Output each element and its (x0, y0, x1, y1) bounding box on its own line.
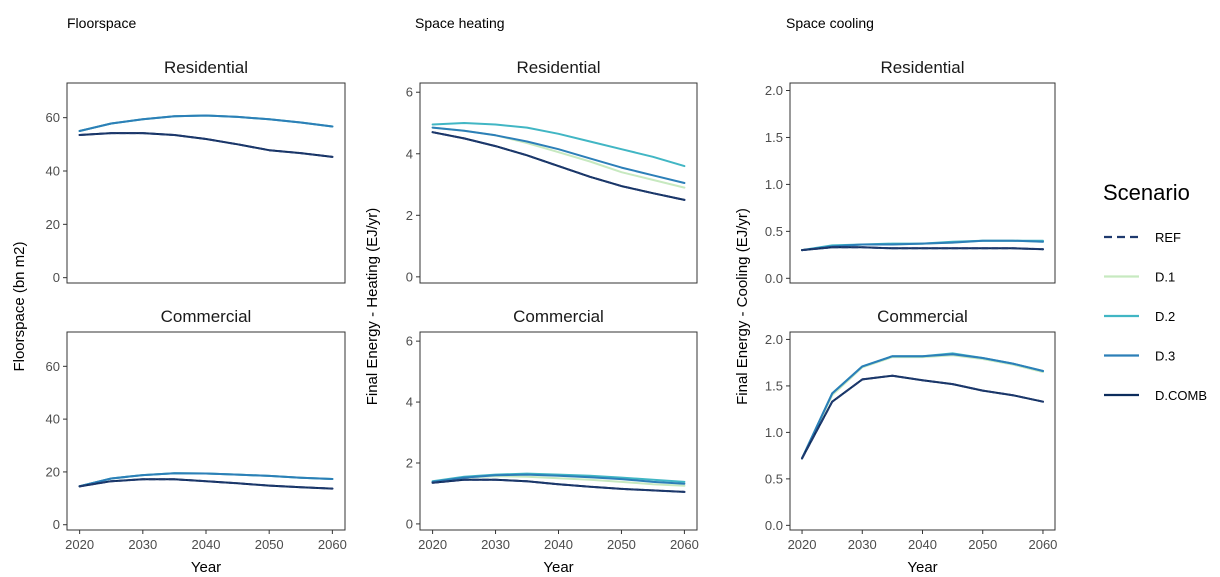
x-tick-label: 2060 (1028, 537, 1057, 552)
facet-label: Residential (516, 58, 600, 77)
y-tick-label: 2.0 (765, 83, 783, 98)
y-tick-label: 1.0 (765, 425, 783, 440)
legend-title: Scenario (1103, 180, 1190, 205)
legend-item-d-1: D.1 (1104, 270, 1175, 285)
facet-label: Commercial (513, 307, 604, 326)
legend-item-d-2: D.2 (1104, 309, 1175, 324)
series-line-ref (78, 132, 334, 158)
x-tick-label: 2060 (318, 537, 347, 552)
legend-item-d-3: D.3 (1104, 349, 1175, 364)
x-tick-label: 2030 (128, 537, 157, 552)
y-tick-label: 0.0 (765, 271, 783, 286)
y-tick-label: 0 (406, 269, 413, 284)
series-line-ref (801, 246, 1044, 252)
x-tick-label: 2050 (255, 537, 284, 552)
facet-panel: Residential 0 20 40 60 (46, 58, 346, 285)
y-tick-label: 60 (46, 110, 60, 125)
facet-panel: Commercial 0.0 0.5 1.0 1.5 2.0 2020 2030 2040 205… (765, 307, 1057, 552)
chart-panels: FloorspaceResidential0204060Commercial02… (11, 15, 1057, 576)
legend-label: D.1 (1155, 270, 1175, 285)
y-axis-label: Final Energy - Heating (EJ/yr) (364, 208, 381, 406)
y-axis-label: Floorspace (bn m2) (11, 241, 28, 371)
series-line-d-3 (78, 114, 334, 132)
facet-label: Commercial (877, 307, 968, 326)
x-axis-label: Year (543, 559, 573, 576)
legend-item-ref: REF (1104, 230, 1181, 245)
facet-panel: Residential 0.0 0.5 1.0 1.5 2.0 (765, 58, 1056, 286)
x-tick-label: 2040 (908, 537, 937, 552)
y-tick-label: 1.5 (765, 130, 783, 145)
chart-column-1: Space heatingResidential0246Commercial02… (364, 15, 699, 576)
column-title: Space cooling (786, 15, 874, 31)
facet-label: Commercial (161, 307, 252, 326)
y-tick-label: 20 (46, 464, 60, 479)
y-tick-label: 1.0 (765, 177, 783, 192)
panel-border (66, 82, 346, 284)
y-tick-label: 0.5 (765, 471, 783, 486)
series-line-ref (78, 478, 334, 490)
legend: Scenario REF D.1 D.2 D.3 D.COMB (1103, 180, 1207, 403)
y-tick-label: 0 (406, 516, 413, 531)
facet-panel: Residential 0 2 4 6 (406, 58, 698, 284)
y-tick-label: 2.0 (765, 332, 783, 347)
x-tick-label: 2030 (481, 537, 510, 552)
legend-label: D.3 (1155, 349, 1175, 364)
series-line-ref (431, 131, 686, 201)
y-axis-label: Final Energy - Cooling (EJ/yr) (734, 208, 751, 405)
x-tick-label: 2050 (607, 537, 636, 552)
x-tick-label: 2040 (544, 537, 573, 552)
legend-label: REF (1155, 230, 1181, 245)
y-tick-label: 4 (406, 395, 413, 410)
series-line-d-3 (431, 473, 686, 485)
y-tick-label: 0.0 (765, 518, 783, 533)
x-tick-label: 2020 (788, 537, 817, 552)
y-tick-label: 4 (406, 146, 413, 161)
legend-label: D.2 (1155, 309, 1175, 324)
column-title: Space heating (415, 15, 505, 31)
y-tick-label: 20 (46, 217, 60, 232)
y-tick-label: 60 (46, 359, 60, 374)
y-tick-label: 40 (46, 412, 60, 427)
x-tick-label: 2020 (418, 537, 447, 552)
chart-column-0: FloorspaceResidential0204060Commercial02… (11, 15, 347, 576)
y-tick-label: 0.5 (765, 224, 783, 239)
legend-item-d-comb: D.COMB (1104, 388, 1207, 403)
chart-column-2: Space coolingResidential0.00.51.01.52.0C… (734, 15, 1057, 576)
x-axis-label: Year (191, 559, 221, 576)
facet-label: Residential (164, 58, 248, 77)
panel-border (789, 82, 1056, 284)
y-tick-label: 1.5 (765, 378, 783, 393)
x-tick-label: 2060 (670, 537, 699, 552)
y-tick-label: 0 (53, 517, 60, 532)
facet-panel: Commercial 0 2 4 6 2020 2030 2040 2050 2060 (406, 307, 699, 552)
column-title: Floorspace (67, 15, 136, 31)
x-axis-label: Year (907, 559, 937, 576)
series-line-ref (801, 374, 1044, 460)
panel-border (419, 82, 698, 284)
y-tick-label: 2 (406, 455, 413, 470)
y-tick-label: 40 (46, 164, 60, 179)
x-tick-label: 2020 (65, 537, 94, 552)
x-tick-label: 2030 (848, 537, 877, 552)
series-line-d-3 (801, 239, 1044, 252)
x-tick-label: 2040 (192, 537, 221, 552)
facet-label: Residential (880, 58, 964, 77)
series-line-d-2 (431, 122, 686, 168)
series-line-d-3 (431, 126, 686, 184)
y-tick-label: 6 (406, 334, 413, 349)
y-tick-label: 2 (406, 208, 413, 223)
legend-label: D.COMB (1155, 388, 1207, 403)
y-tick-label: 0 (53, 270, 60, 285)
series-line-d-3 (78, 472, 334, 488)
y-tick-label: 6 (406, 85, 413, 100)
x-tick-label: 2050 (968, 537, 997, 552)
series-line-ref (431, 478, 686, 493)
series-line-d-3 (801, 353, 1044, 460)
